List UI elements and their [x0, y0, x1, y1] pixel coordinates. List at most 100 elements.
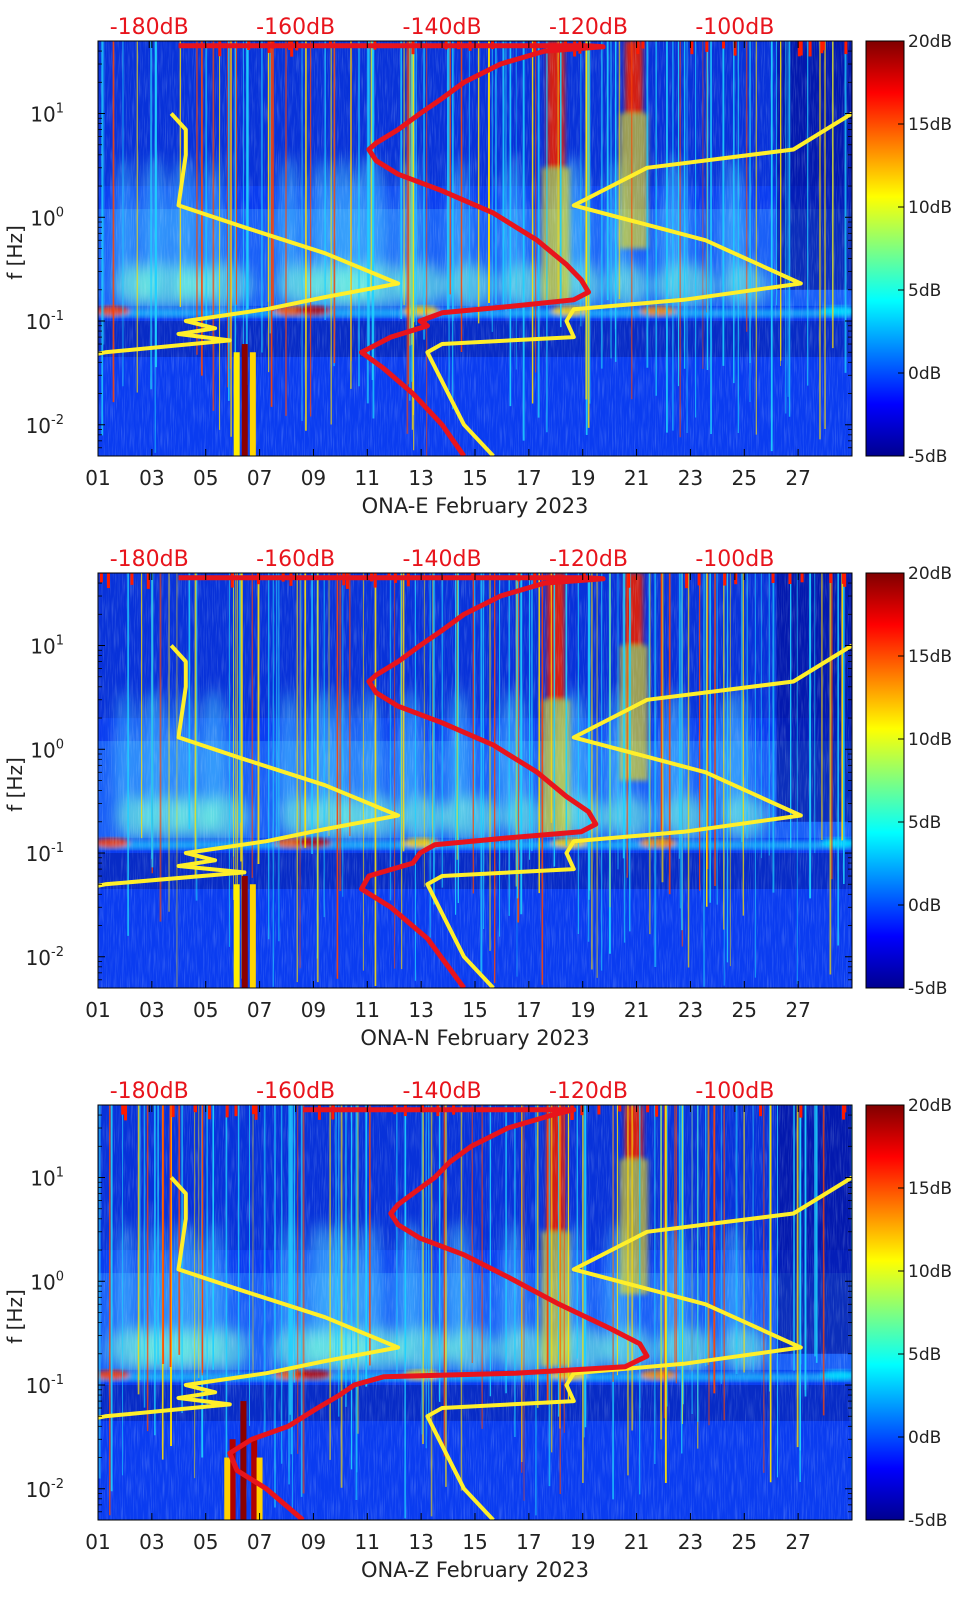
colorbar-tick-label: 0dB [908, 364, 941, 384]
y-tick-label: 10-1 [26, 841, 64, 866]
y-tick-exponent: -1 [51, 841, 64, 856]
median-psd-curve [227, 1107, 650, 1520]
y-tick-exponent: -2 [51, 413, 64, 428]
colorbar-tick-label: 15dB [908, 1179, 952, 1199]
x-axis-label: ONA-Z February 2023 [361, 1558, 589, 1582]
x-tick-label: 23 [678, 466, 703, 490]
top-tick-label: -160dB [256, 15, 335, 40]
x-tick-label: 07 [247, 998, 272, 1022]
top-db-axis: -180dB -160dB -140dB -120dB -100dB [110, 547, 774, 580]
event-column [233, 884, 240, 988]
x-tick-label: 05 [193, 998, 218, 1022]
event-column [256, 1457, 263, 1520]
x-tick-label: 19 [570, 1530, 595, 1554]
top-tick-label: -100dB [695, 547, 774, 572]
colorbar-tick-label: -5dB [908, 1511, 947, 1531]
top-tick-label: -120dB [549, 1079, 628, 1104]
y-tick-exponent: -2 [51, 945, 64, 960]
colorbar-tick-label: 20dB [908, 32, 952, 52]
top-spike [254, 1105, 258, 1120]
model-curves [98, 43, 852, 456]
top-spike [171, 1105, 175, 1118]
x-tick-label: 27 [785, 998, 810, 1022]
x-tick-label: 13 [408, 1530, 433, 1554]
top-spike [193, 1105, 197, 1112]
top-spike [130, 573, 134, 585]
top-tick-label: -100dB [695, 15, 774, 40]
x-tick-label: 25 [732, 1530, 757, 1554]
top-tick-label: -100dB [695, 1079, 774, 1104]
x-tick-label: 17 [516, 466, 541, 490]
y-tick-base: 10 [30, 206, 55, 230]
colorbar-tick-label: 10dB [908, 730, 952, 750]
x-tick-label: 23 [678, 998, 703, 1022]
top-db-axis: -180dB -160dB -140dB -120dB -100dB [110, 15, 774, 48]
median-psd-curve [178, 43, 606, 456]
colorbar: 20dB 15dB 10dB 5dB 0dB -5dB [865, 1096, 952, 1531]
x-tick-label: 03 [139, 466, 164, 490]
top-tick-label: -140dB [403, 547, 482, 572]
x-tick-label: 15 [462, 998, 487, 1022]
top-spike [317, 1105, 321, 1120]
y-tick-base: 10 [30, 738, 55, 762]
colorbar-tick-label: 0dB [908, 896, 941, 916]
top-db-axis: -180dB -160dB -140dB -120dB -100dB [110, 1079, 774, 1112]
top-spike [690, 41, 694, 55]
y-tick-exponent: 1 [56, 102, 64, 117]
y-tick-exponent: 0 [56, 737, 64, 752]
x-tick-label: 15 [462, 1530, 487, 1554]
y-tick-base: 10 [26, 414, 51, 438]
top-spike [655, 1105, 659, 1117]
top-spike [207, 1105, 211, 1120]
noise-model-high-curve [425, 111, 852, 456]
y-tick-exponent: -2 [51, 1477, 64, 1492]
model-curves [98, 575, 852, 988]
colorbar-gradient [865, 1104, 905, 1521]
x-tick-label: 23 [678, 1530, 703, 1554]
event-column [241, 344, 248, 456]
x-tick-label: 11 [355, 466, 380, 490]
x-axis-label: ONA-N February 2023 [360, 1026, 589, 1050]
y-tick-label: 10-2 [26, 413, 64, 438]
colorbar-tick-label: 5dB [908, 1345, 941, 1365]
colorbar-tick-label: 0dB [908, 1428, 941, 1448]
noise-texture [98, 1105, 852, 1520]
top-tick-label: -140dB [403, 1079, 482, 1104]
top-spike [251, 1105, 255, 1115]
top-spike [759, 1105, 763, 1117]
noise-model-high-curve [425, 1175, 852, 1520]
colorbar-gradient [865, 40, 905, 457]
x-tick-label: 15 [462, 466, 487, 490]
x-axis: 01 03 05 07 09 11 13 15 17 19 21 23 25 27 ONA-E Februa… [85, 41, 811, 518]
top-spike [734, 573, 738, 585]
x-tick-label: 13 [408, 998, 433, 1022]
x-axis: 01 03 05 07 09 11 13 15 17 19 21 23 25 27 ONA-N Februa… [85, 573, 811, 1050]
y-tick-base: 10 [26, 842, 51, 866]
top-tick-label: -180dB [110, 15, 189, 40]
top-spike [646, 1105, 650, 1113]
y-axis-label: f [Hz] [3, 757, 27, 812]
colorbar-tick-label: 20dB [908, 564, 952, 584]
y-tick-base: 10 [26, 1478, 51, 1502]
y-tick-label: 10-2 [26, 1477, 64, 1502]
top-spike [230, 573, 234, 588]
colorbar: 20dB 15dB 10dB 5dB 0dB -5dB [865, 32, 952, 467]
top-spike [808, 41, 812, 57]
event-column [240, 1401, 247, 1520]
x-tick-label: 13 [408, 466, 433, 490]
y-tick-base: 10 [30, 1270, 55, 1294]
x-tick-label: 17 [516, 1530, 541, 1554]
model-curves [98, 1107, 852, 1520]
x-tick-label: 11 [355, 1530, 380, 1554]
x-tick-label: 09 [301, 466, 326, 490]
top-tick-label: -160dB [256, 547, 335, 572]
y-tick-exponent: -1 [51, 309, 64, 324]
spectrogram-image [98, 41, 852, 456]
top-spike [771, 573, 775, 584]
top-spike [373, 573, 377, 588]
spectrogram-image [98, 573, 852, 988]
median-psd-curve [178, 575, 606, 988]
